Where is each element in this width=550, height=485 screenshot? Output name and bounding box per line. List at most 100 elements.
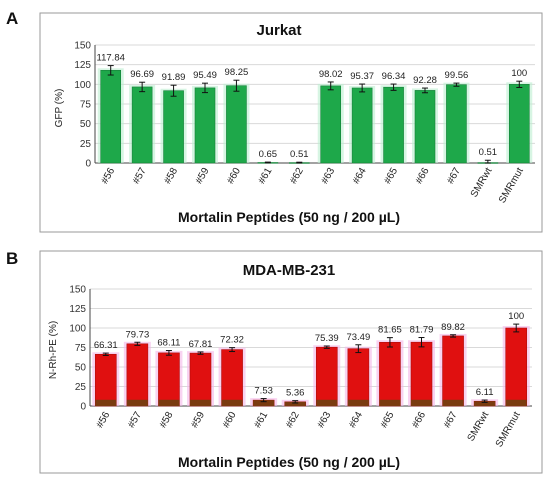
panel-a-bar (320, 85, 342, 164)
panel-b-bar-base (379, 399, 401, 406)
panel-a-y-tick-label: 150 (74, 41, 91, 52)
panel-a-category-label: SMRwt (469, 166, 495, 200)
panel-b-bar-base (95, 399, 117, 406)
panel-b-category-label: #62 (284, 410, 302, 430)
panel-b-bar (221, 349, 243, 407)
panel-b-y-tick-label: 25 (75, 382, 87, 393)
panel-a-chart: Jurkat GFP (%) Mortalin Peptides (50 ng … (39, 12, 543, 233)
panel-a-category-label: #65 (382, 166, 400, 186)
panel-b-bar-base (126, 399, 148, 406)
panel-a-y-tick-label: 25 (80, 139, 92, 150)
panel-b-value-label: 5.36 (286, 388, 305, 399)
panel-b-bar (379, 342, 401, 407)
panel-b-bar (315, 346, 338, 407)
panel-a-value-label: 92.28 (413, 75, 437, 86)
panel-b-y-tick-label: 100 (69, 324, 86, 335)
panel-b-value-label: 68.11 (157, 338, 180, 349)
panel-b-y-tick-label: 150 (69, 285, 86, 296)
panel-b-bar (158, 352, 180, 407)
panel-a-value-label: 95.37 (350, 71, 374, 82)
panel-a-frame (39, 12, 543, 233)
panel-a-bar (226, 85, 247, 164)
panel-b-value-label: 89.82 (441, 322, 465, 333)
panel-a-category-label: #64 (351, 166, 369, 186)
panel-a-category-label: #61 (257, 166, 275, 186)
panel-b-category-label: #57 (126, 410, 144, 430)
panel-a-category-label: #59 (194, 166, 212, 186)
panel-b-y-tick-label: 50 (75, 363, 87, 374)
panel-b-category-label: #65 (379, 410, 397, 430)
panel-a-bar (414, 90, 436, 164)
panel-b-value-label: 75.39 (315, 333, 339, 344)
panel-b-bar-base (442, 399, 464, 406)
panel-a-value-label: 0.65 (259, 149, 278, 160)
panel-b-bar-base (221, 399, 243, 406)
panel-b-title: MDA-MB-231 (243, 262, 336, 279)
panel-a-value-label: 96.69 (130, 69, 154, 80)
panel-b-bar (505, 327, 528, 407)
panel-b-bar-base (190, 399, 211, 406)
panel-b-x-axis-label: Mortalin Peptides (50 ng / 200 µL) (178, 454, 400, 470)
panel-a-bar (446, 84, 467, 164)
panel-b-bar-base (347, 399, 369, 406)
panel-b-bar (126, 343, 149, 407)
panel-b-bar-base (474, 401, 496, 406)
panel-b-bar (442, 335, 464, 407)
panel-a-value-label: 117.84 (97, 53, 125, 64)
panel-b-category-label: #63 (316, 410, 334, 430)
panel-b-bar-base (316, 399, 338, 406)
panel-b-y-axis-label: N-Rh-PE (%) (48, 321, 59, 379)
panel-b-value-label: 81.65 (378, 325, 402, 336)
panel-b-value-label: 73.49 (346, 332, 370, 343)
panel-a-value-label: 98.02 (319, 69, 343, 80)
panel-b-category-label: #61 (252, 410, 270, 430)
panel-b-bar (347, 348, 370, 407)
panel-a-category-label: #56 (99, 166, 117, 186)
panel-b-value-label: 79.73 (125, 329, 149, 340)
panel-a-y-tick-label: 50 (80, 119, 92, 130)
panel-a-bar (100, 69, 122, 164)
panel-b-bar (410, 341, 433, 407)
panel-label-b: B (6, 249, 18, 268)
panel-a-bar (163, 90, 184, 164)
panel-a-y-axis-label: GFP (%) (54, 89, 65, 128)
panel-b-value-label: 81.79 (410, 325, 434, 336)
panel-b-category-label: SMRmut (494, 410, 523, 449)
panel-b-value-label: 72.32 (220, 335, 244, 346)
panel-b-frame (39, 250, 543, 474)
panel-a-category-label: #66 (414, 166, 432, 186)
panel-a-value-label: 96.34 (382, 71, 406, 82)
panel-a-value-label: 100 (511, 68, 527, 79)
panel-a-bar (508, 84, 530, 164)
panel-b-bar (189, 352, 212, 407)
panel-a-value-label: 0.51 (290, 149, 309, 160)
panel-a-value-label: 95.49 (193, 70, 217, 81)
panel-a-y-tick-label: 100 (74, 80, 91, 91)
panel-a-category-label: #60 (225, 166, 243, 186)
panel-b-value-label: 7.53 (254, 386, 273, 397)
panel-a-y-tick-label: 125 (74, 60, 91, 71)
panel-a-category-label: #57 (131, 166, 149, 186)
panel-b-category-label: #66 (410, 410, 428, 430)
panel-b-category-label: SMRwt (466, 410, 492, 444)
panel-a-value-label: 99.56 (445, 70, 469, 81)
panel-a-value-label: 0.51 (479, 147, 498, 158)
panel-a-bar (351, 87, 373, 164)
panel-b-bar-base (158, 399, 180, 406)
panel-a-value-label: 98.25 (225, 67, 249, 78)
panel-b-category-label: #59 (189, 410, 207, 430)
panel-b-category-label: #64 (347, 410, 365, 430)
panel-a-category-label: #63 (319, 166, 337, 186)
panel-b-y-tick-label: 0 (80, 402, 86, 413)
panel-b-y-tick-label: 125 (69, 304, 86, 315)
panel-b-chart: MDA-MB-231 N-Rh-PE (%) Mortalin Peptides… (39, 250, 543, 474)
panel-a-category-label: SMRmut (497, 166, 526, 205)
panel-b-category-label: #58 (158, 410, 176, 430)
panel-b-y-tick-label: 75 (75, 343, 87, 354)
panel-a-category-label: #62 (288, 166, 306, 186)
panel-b-category-label: #67 (442, 410, 460, 430)
panel-b-bar-base (253, 400, 275, 406)
panel-b-bar-base (411, 399, 432, 406)
